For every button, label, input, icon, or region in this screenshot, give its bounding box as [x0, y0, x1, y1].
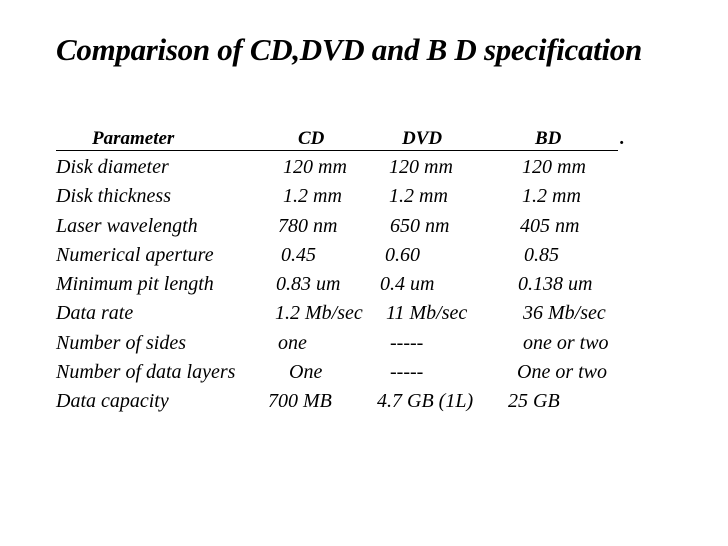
- row-label: Disk diameter: [56, 156, 169, 178]
- cell-cd: 700 MB: [268, 390, 332, 412]
- cell-bd: 36 Mb/sec: [523, 302, 606, 324]
- cell-dvd: 11 Mb/sec: [386, 302, 468, 324]
- cell-dvd: 650 nm: [390, 215, 450, 237]
- row-label: Numerical aperture: [56, 244, 214, 266]
- header-dvd: DVD: [402, 128, 443, 149]
- cell-dvd: 0.60: [385, 244, 420, 266]
- cell-cd: 1.2 Mb/sec: [275, 302, 363, 324]
- cell-cd: 0.83 um: [276, 273, 341, 295]
- cell-bd: 0.138 um: [518, 273, 593, 295]
- cell-dvd: 4.7 GB (1L): [377, 390, 474, 412]
- cell-bd: 25 GB: [508, 390, 560, 412]
- cell-cd: 1.2 mm: [283, 185, 342, 207]
- row-label: Data capacity: [56, 390, 169, 412]
- header-parameter: Parameter: [92, 128, 175, 149]
- slide-title: Comparison of CD,DVD and B D specificati…: [56, 32, 642, 67]
- row-label: Laser wavelength: [56, 215, 198, 237]
- row-label: Data rate: [56, 302, 134, 324]
- cell-cd: 120 mm: [283, 156, 347, 178]
- cell-cd: 0.45: [281, 244, 316, 266]
- row-label: Minimum pit length: [56, 273, 214, 295]
- cell-dvd: -----: [390, 361, 424, 383]
- cell-bd: One or two: [517, 361, 607, 383]
- header-trailing-mark: .: [620, 128, 625, 149]
- cell-dvd: -----: [390, 332, 424, 354]
- cell-bd: 120 mm: [522, 156, 586, 178]
- row-label: Disk thickness: [56, 185, 171, 207]
- header-cd: CD: [298, 128, 325, 149]
- cell-cd: One: [289, 361, 323, 383]
- cell-cd: one: [278, 332, 307, 354]
- cell-dvd: 1.2 mm: [389, 185, 448, 207]
- cell-bd: one or two: [523, 332, 609, 354]
- cell-bd: 405 nm: [520, 215, 580, 237]
- row-label: Number of data layers: [56, 361, 236, 383]
- row-label: Number of sides: [56, 332, 186, 354]
- header-bd: BD: [535, 128, 562, 149]
- cell-dvd: 0.4 um: [380, 273, 435, 295]
- cell-dvd: 120 mm: [389, 156, 453, 178]
- header-underline: [56, 150, 618, 151]
- cell-bd: 0.85: [524, 244, 559, 266]
- cell-cd: 780 nm: [278, 215, 338, 237]
- cell-bd: 1.2 mm: [522, 185, 581, 207]
